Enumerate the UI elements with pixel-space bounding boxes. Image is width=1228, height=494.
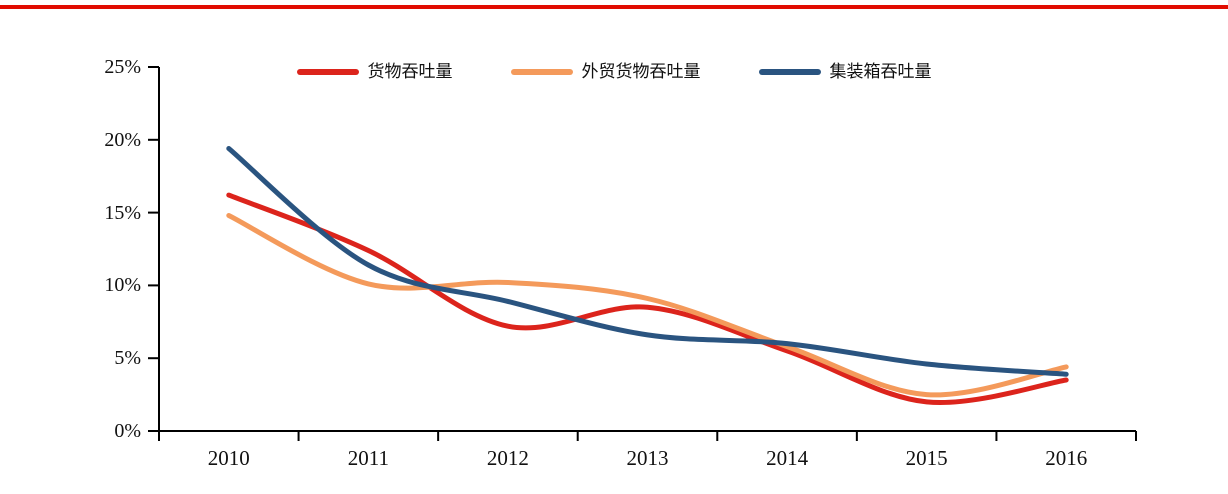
y-axis-tick-label: 5% [114,347,141,370]
y-axis-tick-label: 20% [104,128,141,151]
y-axis-tick-label: 0% [114,420,141,442]
x-axis-year-label: 2012 [486,446,529,470]
x-axis-year-label: 2011 [347,446,389,470]
series-line-0 [226,192,1069,406]
x-axis-year-label: 2010 [207,446,250,470]
x-axis-year-label: 2013 [626,446,669,470]
y-axis-tick-label: 15% [104,201,141,224]
series-line-2 [226,146,1069,377]
y-axis-tick-label: 10% [104,274,141,297]
x-axis-year-label: 2015 [905,446,948,470]
page-top-rule [0,5,1228,9]
x-axis-year-label: 2016 [1045,446,1088,470]
x-axis-year-label: 2014 [766,446,809,470]
y-axis-tick-label: 25% [104,56,141,78]
series-line-1 [226,213,1069,398]
